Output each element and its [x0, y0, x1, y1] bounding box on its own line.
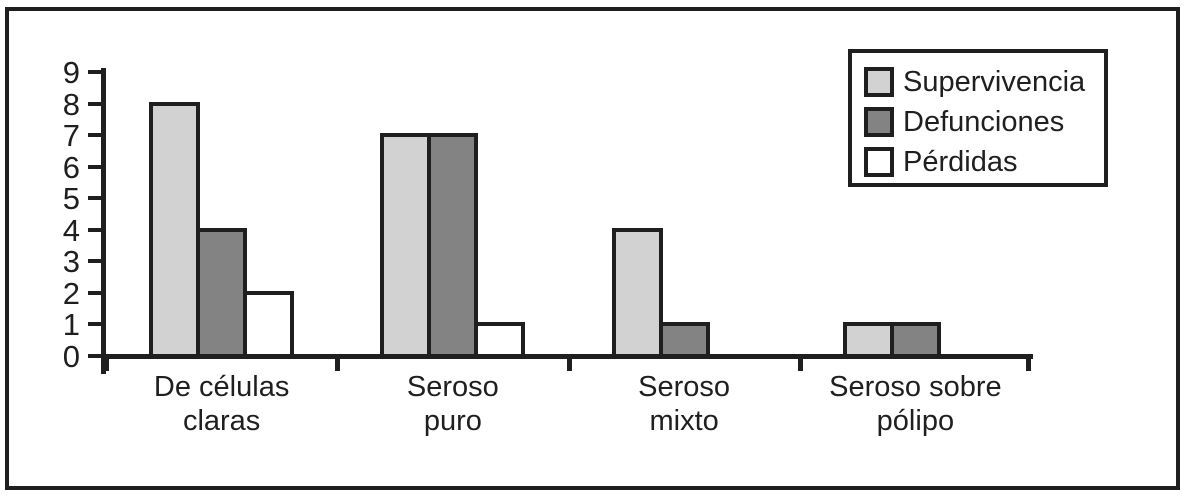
- y-axis-tick: [88, 290, 101, 295]
- y-tick-label: 0: [62, 339, 80, 374]
- y-tick-label: 6: [62, 149, 80, 185]
- legend-label-perdidas: Pérdidas: [903, 146, 1018, 178]
- legend-label-supervivencia: Supervivencia: [903, 66, 1086, 98]
- legend-label-defunciones: Defunciones: [903, 106, 1065, 138]
- y-tick-label: 1: [62, 307, 80, 343]
- y-axis-tick: [88, 196, 101, 201]
- legend-swatch-perdidas: [864, 147, 894, 177]
- bar-pérdidas-group2: [474, 322, 526, 358]
- x-category-label: Seroso sobre pólipo: [829, 371, 1002, 437]
- x-category-label: Seroso puro: [406, 371, 499, 437]
- y-tick-label: 5: [62, 181, 80, 217]
- y-axis-tick: [88, 70, 101, 74]
- x-axis-tick: [104, 357, 109, 371]
- x-axis-tick: [1026, 357, 1031, 371]
- bar-supervivencia-group3: [611, 227, 663, 358]
- y-tick-label: 7: [62, 118, 80, 154]
- bar-defunciones-group3: [658, 322, 710, 358]
- x-axis-tick: [335, 357, 341, 371]
- y-axis-tick: [88, 164, 101, 169]
- legend: Supervivencia Defunciones Pérdidas: [848, 49, 1108, 187]
- legend-item-perdidas: Pérdidas: [864, 142, 1104, 182]
- y-tick-label: 2: [62, 275, 80, 311]
- y-tick-label: 9: [62, 55, 80, 90]
- x-category-label: Seroso mixto: [638, 371, 731, 437]
- y-axis-tick: [88, 354, 101, 358]
- x-axis-line: [101, 354, 1033, 359]
- bar-pérdidas-group1: [243, 290, 295, 358]
- bar-defunciones-group2: [427, 133, 479, 358]
- legend-item-defunciones: Defunciones: [864, 102, 1104, 142]
- y-tick-label: 3: [62, 244, 80, 280]
- y-axis-line: [101, 68, 106, 374]
- y-axis-tick: [88, 227, 101, 232]
- bar-supervivencia-group4: [842, 322, 894, 358]
- x-category-label: De células claras: [153, 371, 290, 437]
- bar-supervivencia-group1: [149, 101, 201, 358]
- bar-supervivencia-group2: [380, 133, 432, 358]
- bar-defunciones-group1: [196, 227, 248, 358]
- legend-swatch-supervivencia: [864, 67, 894, 97]
- x-axis-tick: [797, 357, 803, 371]
- legend-swatch-defunciones: [864, 107, 894, 137]
- y-axis-tick: [88, 259, 101, 264]
- y-axis-tick: [88, 322, 101, 327]
- legend-item-supervivencia: Supervivencia: [864, 62, 1104, 102]
- y-axis-tick: [88, 101, 101, 106]
- bar-defunciones-group4: [889, 322, 941, 358]
- y-axis-tick: [88, 133, 101, 138]
- y-tick-label: 8: [62, 86, 80, 122]
- x-axis-tick: [566, 357, 572, 371]
- y-tick-label: 4: [62, 212, 80, 248]
